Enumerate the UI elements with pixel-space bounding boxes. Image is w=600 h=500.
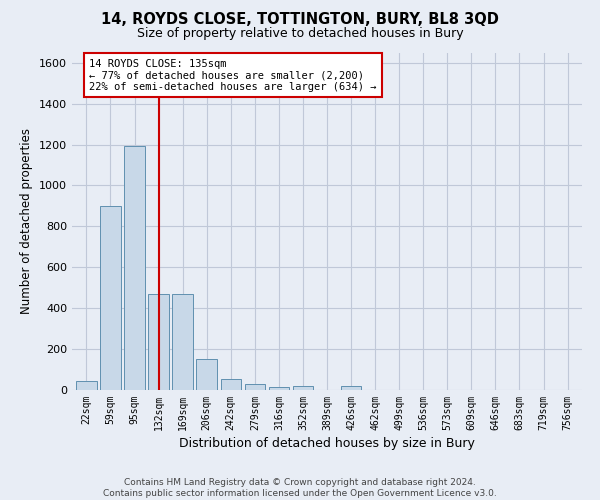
- Bar: [196, 360, 217, 390]
- Y-axis label: Number of detached properties: Number of detached properties: [20, 128, 34, 314]
- Text: Size of property relative to detached houses in Bury: Size of property relative to detached ho…: [137, 28, 463, 40]
- Text: 14, ROYDS CLOSE, TOTTINGTON, BURY, BL8 3QD: 14, ROYDS CLOSE, TOTTINGTON, BURY, BL8 3…: [101, 12, 499, 28]
- Bar: [269, 387, 289, 390]
- Bar: [221, 379, 241, 390]
- Bar: [124, 146, 145, 390]
- Bar: [245, 384, 265, 390]
- Bar: [148, 294, 169, 390]
- Bar: [76, 381, 97, 390]
- Bar: [293, 386, 313, 390]
- Bar: [341, 386, 361, 390]
- Bar: [100, 206, 121, 390]
- Text: 14 ROYDS CLOSE: 135sqm
← 77% of detached houses are smaller (2,200)
22% of semi-: 14 ROYDS CLOSE: 135sqm ← 77% of detached…: [89, 58, 376, 92]
- Bar: [172, 294, 193, 390]
- X-axis label: Distribution of detached houses by size in Bury: Distribution of detached houses by size …: [179, 437, 475, 450]
- Text: Contains HM Land Registry data © Crown copyright and database right 2024.
Contai: Contains HM Land Registry data © Crown c…: [103, 478, 497, 498]
